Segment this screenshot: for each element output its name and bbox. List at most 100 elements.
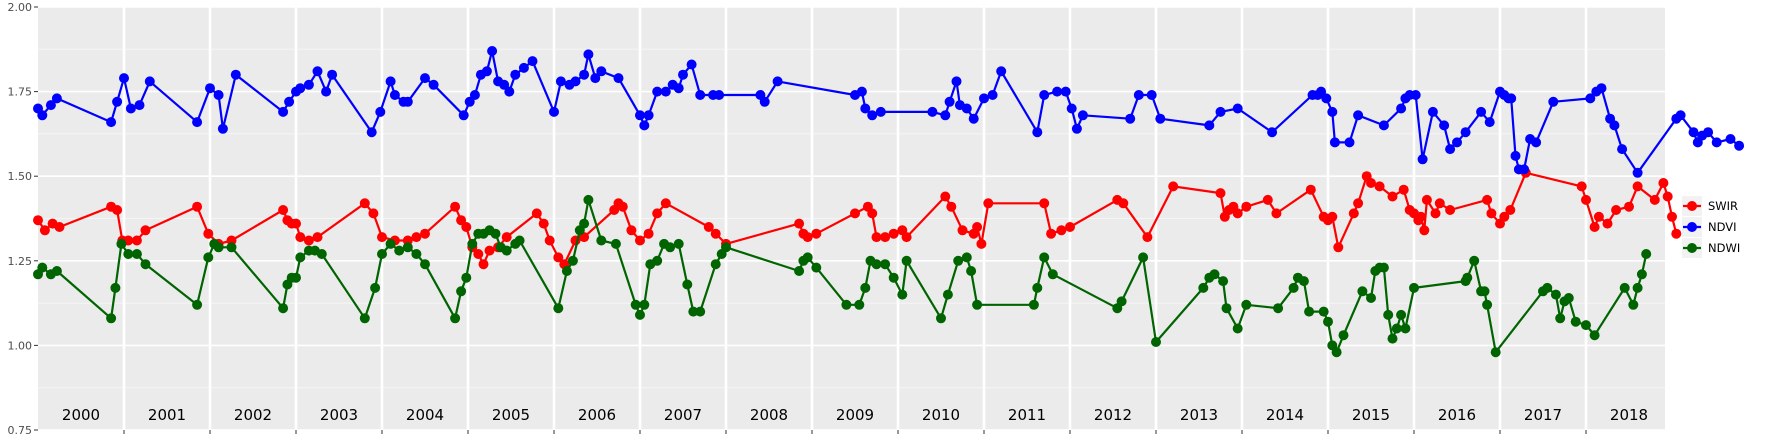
data-point xyxy=(1116,296,1127,307)
data-point xyxy=(1550,289,1561,300)
data-point xyxy=(461,272,472,283)
data-point xyxy=(51,266,62,276)
data-point xyxy=(1357,286,1368,297)
y-tick-label: 1.75 xyxy=(8,86,33,99)
data-point xyxy=(1215,106,1226,117)
legend-label: SWIR xyxy=(1708,199,1738,213)
year-label: 2011 xyxy=(1008,406,1046,424)
data-point xyxy=(976,238,987,249)
y-axis: 0.75 1.00 1.25 1.50 1.75 2.00 xyxy=(8,1,38,437)
data-point xyxy=(327,69,338,80)
data-point xyxy=(131,249,142,259)
data-point xyxy=(1688,127,1699,138)
data-point xyxy=(1304,306,1315,317)
data-point xyxy=(1452,137,1462,148)
data-point xyxy=(37,110,48,121)
data-point xyxy=(1142,232,1153,243)
legend-item-ndvi: NDVI xyxy=(1682,217,1737,237)
data-point xyxy=(1391,323,1402,334)
data-point xyxy=(402,96,413,107)
data-point xyxy=(1047,269,1058,280)
data-point xyxy=(1387,191,1398,202)
data-point xyxy=(131,235,142,246)
data-point xyxy=(553,303,564,314)
legend-key-marker xyxy=(1687,243,1697,253)
data-point xyxy=(359,313,370,324)
data-point xyxy=(456,286,467,297)
year-label: 2012 xyxy=(1094,406,1132,424)
data-point xyxy=(1146,90,1157,100)
data-point xyxy=(203,252,214,263)
data-point xyxy=(1649,194,1660,205)
data-point xyxy=(510,69,521,80)
data-point xyxy=(1396,309,1407,320)
data-point xyxy=(278,106,289,117)
year-label: 2005 xyxy=(492,406,530,424)
data-point xyxy=(772,76,783,87)
data-point xyxy=(1531,137,1542,148)
data-point xyxy=(555,76,566,87)
data-point xyxy=(504,86,515,97)
year-label: 2000 xyxy=(62,406,100,424)
data-point xyxy=(660,198,671,209)
data-point xyxy=(116,238,127,249)
y-tick-label: 0.75 xyxy=(8,424,33,437)
data-point xyxy=(291,272,301,283)
data-point xyxy=(1398,184,1409,195)
legend-label: NDWI xyxy=(1708,241,1740,255)
data-point xyxy=(867,208,878,219)
legend-item-ndwi: NDWI xyxy=(1682,238,1740,258)
data-point xyxy=(370,282,381,293)
data-point xyxy=(1353,110,1364,121)
data-point xyxy=(968,113,979,124)
data-point xyxy=(695,90,706,100)
data-point xyxy=(450,201,461,212)
year-label: 2017 xyxy=(1524,406,1562,424)
y-tick-label: 1.25 xyxy=(8,255,33,268)
data-point xyxy=(871,232,882,243)
data-point xyxy=(794,266,805,276)
data-point xyxy=(1617,144,1628,155)
data-point xyxy=(1366,178,1376,188)
data-point xyxy=(1445,144,1456,155)
data-point xyxy=(1430,208,1441,219)
data-point xyxy=(1486,208,1497,219)
data-point xyxy=(1419,225,1430,236)
year-label: 2013 xyxy=(1180,406,1218,424)
data-point xyxy=(1632,282,1643,293)
data-point xyxy=(1305,184,1316,195)
data-point xyxy=(652,255,663,266)
data-point xyxy=(1133,90,1144,100)
data-point xyxy=(875,106,886,117)
data-point xyxy=(888,272,899,283)
data-point xyxy=(856,86,867,97)
data-point xyxy=(192,117,203,128)
data-point xyxy=(1576,181,1587,192)
data-point xyxy=(1611,205,1622,215)
data-point xyxy=(1378,262,1389,273)
data-point xyxy=(794,218,805,229)
data-point xyxy=(1218,276,1229,287)
data-point xyxy=(144,76,155,87)
data-point xyxy=(1077,110,1088,121)
data-point xyxy=(1499,211,1510,222)
data-point xyxy=(33,215,43,226)
data-point xyxy=(1675,110,1686,121)
data-point xyxy=(688,306,699,317)
data-point xyxy=(639,299,650,310)
data-point xyxy=(518,62,529,73)
year-label: 2018 xyxy=(1610,406,1648,424)
data-point xyxy=(1151,337,1161,347)
data-point xyxy=(579,69,590,80)
y-tick-label: 2.00 xyxy=(8,1,33,14)
year-label: 2015 xyxy=(1352,406,1390,424)
data-point xyxy=(1039,252,1050,263)
year-label: 2003 xyxy=(320,406,358,424)
data-point xyxy=(1298,276,1309,287)
data-point xyxy=(1703,127,1714,138)
data-point xyxy=(590,73,601,84)
data-point xyxy=(841,299,852,310)
data-point xyxy=(1241,201,1252,212)
data-point xyxy=(759,96,770,107)
